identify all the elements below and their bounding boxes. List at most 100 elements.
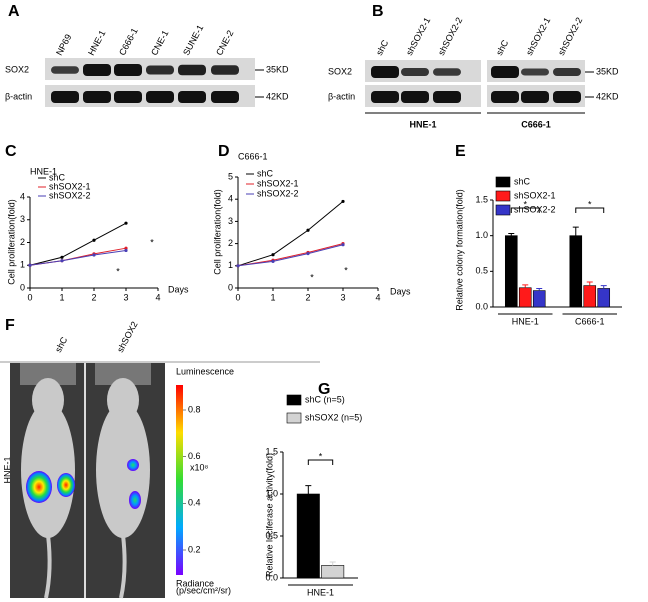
lane-label: C666-1 [117, 26, 140, 57]
scale-tick-label: 0.6 [188, 451, 201, 461]
x-tick-label: 1 [270, 292, 275, 302]
marker-label: 42KD [596, 91, 619, 101]
band [146, 91, 174, 103]
scale-footer: Radiance [176, 578, 214, 588]
band [553, 68, 581, 76]
marker-label: 35KD [266, 64, 289, 74]
column-label: shSOX2 [115, 320, 140, 354]
scale-tick-label: 0.8 [188, 404, 201, 414]
lane-label: SUNE-1 [181, 23, 205, 57]
mouse-head [32, 378, 64, 422]
bar [583, 285, 597, 308]
lane-label: shC [374, 38, 391, 57]
bar [569, 235, 583, 308]
series-line [29, 249, 127, 266]
legend-swatch [286, 412, 302, 424]
lane-label: CNE-2 [214, 29, 236, 58]
band [401, 91, 429, 103]
group-label: HNE-1 [409, 119, 436, 129]
error-bar [536, 287, 543, 291]
x-tick-label: 3 [123, 292, 128, 302]
lane-label: shSOX2-1 [404, 16, 432, 57]
lane-label: HNE-1 [86, 29, 108, 58]
error-bar [522, 284, 529, 288]
y-tick-label: 1.5 [265, 446, 278, 456]
panel-label: F [5, 317, 15, 334]
bar [296, 493, 320, 579]
legend-label: shSOX2-2 [257, 188, 299, 198]
signal [127, 459, 139, 471]
y-axis-label: Cell proliferation(fold) [212, 189, 222, 275]
row-label: HNE-1 [2, 456, 12, 483]
point [271, 259, 275, 263]
annotation: * [150, 237, 154, 247]
scale-title: Luminescence [176, 366, 234, 376]
x-tick-label: 3 [340, 292, 345, 302]
legend-label: shSOX2 (n=5) [305, 412, 362, 422]
y-tick-label: 1 [20, 260, 25, 270]
scale-tick-label: 0.2 [188, 544, 201, 554]
bar [321, 565, 345, 579]
x-tick-label: 0 [235, 292, 240, 302]
band [521, 68, 549, 76]
series-line [237, 244, 344, 267]
point [28, 263, 32, 267]
point [271, 253, 275, 257]
x-tick-label: HNE-1 [512, 316, 539, 326]
lane-label: shSOX2-1 [524, 16, 552, 57]
bar [504, 235, 518, 308]
band [211, 91, 239, 103]
band [51, 91, 79, 103]
y-tick-label: 5 [228, 171, 233, 181]
y-tick-label: 1.0 [475, 230, 488, 240]
band [114, 91, 142, 103]
row-label: β-actin [5, 91, 32, 101]
point [124, 221, 128, 225]
annotation: * [344, 265, 348, 275]
error-bar [572, 226, 579, 236]
cage-bar [95, 363, 151, 385]
series-line [237, 243, 344, 267]
band [211, 65, 239, 75]
chart-title: C666-1 [238, 151, 268, 161]
scale-tick-label: 0.4 [188, 498, 201, 508]
mouse-tail [44, 534, 52, 599]
bar [518, 287, 532, 308]
panel-label: C [5, 143, 17, 160]
legend-label: shC (n=5) [305, 394, 345, 404]
mouse-body [21, 402, 75, 538]
band [491, 66, 519, 78]
row-label: SOX2 [328, 66, 352, 76]
mouse-tail [119, 534, 127, 599]
band [553, 91, 581, 103]
color-scale [176, 385, 183, 575]
legend-label: shC [514, 176, 531, 186]
y-tick-label: 0 [228, 282, 233, 292]
y-tick-label: 3 [228, 216, 233, 226]
row-label: β-actin [328, 91, 355, 101]
annotation: * [310, 272, 314, 282]
band [146, 65, 174, 75]
legend-label: shC [257, 168, 274, 178]
band [371, 91, 399, 103]
error-bar [600, 285, 607, 289]
legend-label: shSOX2-2 [514, 204, 556, 214]
error-bar [329, 561, 336, 566]
signal [57, 473, 75, 497]
point [60, 259, 64, 263]
x-tick-label: 0 [27, 292, 32, 302]
band [371, 66, 399, 78]
x-tick-label: 1 [59, 292, 64, 302]
point [341, 243, 345, 247]
point [306, 228, 310, 232]
signal [26, 471, 52, 503]
scale-unit: x10⁸ [190, 462, 209, 472]
significance-bracket [510, 207, 540, 213]
error-bar [586, 281, 593, 286]
y-tick-label: 0.0 [265, 572, 278, 582]
panel-label: B [372, 3, 384, 20]
x-tick-label: 4 [375, 292, 380, 302]
y-tick-label: 2 [228, 238, 233, 248]
legend-swatch [495, 204, 511, 216]
